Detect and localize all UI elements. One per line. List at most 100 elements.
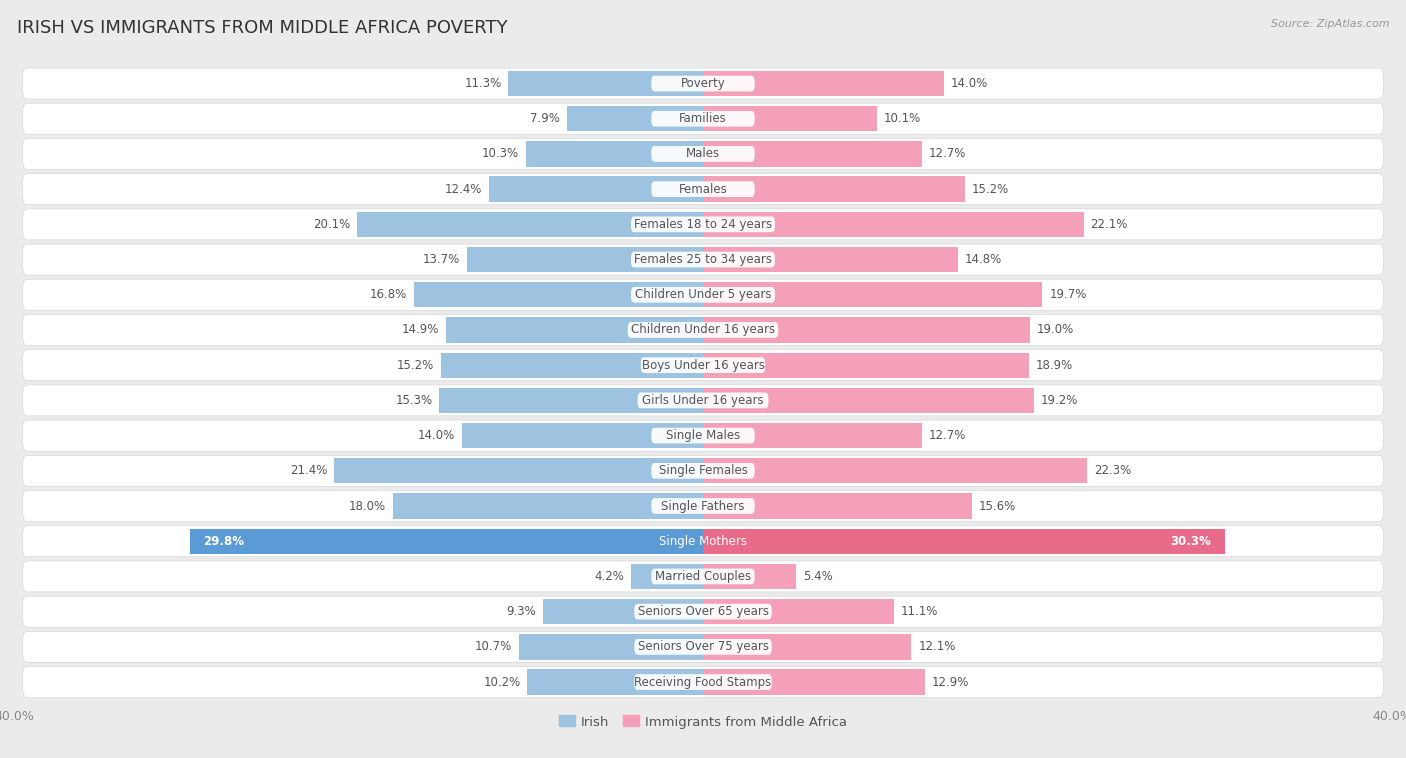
Text: 30.3%: 30.3% xyxy=(1170,534,1211,548)
Text: 9.3%: 9.3% xyxy=(506,605,536,618)
Bar xyxy=(703,634,911,659)
Bar xyxy=(631,564,703,589)
FancyBboxPatch shape xyxy=(627,322,779,338)
Bar xyxy=(461,423,703,448)
Text: Seniors Over 75 years: Seniors Over 75 years xyxy=(637,641,769,653)
Text: 21.4%: 21.4% xyxy=(290,465,328,478)
Text: 19.2%: 19.2% xyxy=(1040,394,1078,407)
FancyBboxPatch shape xyxy=(22,315,1384,346)
Bar xyxy=(467,247,703,272)
Text: 14.0%: 14.0% xyxy=(418,429,456,442)
FancyBboxPatch shape xyxy=(631,217,775,232)
Text: 11.1%: 11.1% xyxy=(901,605,938,618)
FancyBboxPatch shape xyxy=(22,174,1384,205)
Text: 12.9%: 12.9% xyxy=(932,675,970,688)
Bar xyxy=(703,564,796,589)
FancyBboxPatch shape xyxy=(651,76,755,92)
Bar xyxy=(703,493,972,518)
Text: 10.1%: 10.1% xyxy=(884,112,921,125)
Text: 20.1%: 20.1% xyxy=(312,218,350,231)
Text: 4.2%: 4.2% xyxy=(593,570,624,583)
Text: Receiving Food Stamps: Receiving Food Stamps xyxy=(634,675,772,688)
FancyBboxPatch shape xyxy=(634,674,772,690)
Bar xyxy=(543,599,703,625)
FancyBboxPatch shape xyxy=(651,568,755,584)
Bar xyxy=(190,528,703,554)
Text: 16.8%: 16.8% xyxy=(370,288,406,301)
Text: 15.2%: 15.2% xyxy=(396,359,434,371)
Bar xyxy=(567,106,703,131)
Text: 22.1%: 22.1% xyxy=(1091,218,1128,231)
Text: Single Mothers: Single Mothers xyxy=(659,534,747,548)
Text: Boys Under 16 years: Boys Under 16 years xyxy=(641,359,765,371)
FancyBboxPatch shape xyxy=(651,428,755,443)
FancyBboxPatch shape xyxy=(22,526,1384,556)
Bar xyxy=(392,493,703,518)
FancyBboxPatch shape xyxy=(651,181,755,197)
FancyBboxPatch shape xyxy=(22,596,1384,627)
Text: Females 25 to 34 years: Females 25 to 34 years xyxy=(634,253,772,266)
Text: 14.0%: 14.0% xyxy=(950,77,988,90)
Text: Single Fathers: Single Fathers xyxy=(661,500,745,512)
Text: 7.9%: 7.9% xyxy=(530,112,560,125)
Bar xyxy=(703,247,957,272)
Text: Seniors Over 65 years: Seniors Over 65 years xyxy=(637,605,769,618)
Text: Poverty: Poverty xyxy=(681,77,725,90)
Text: Children Under 16 years: Children Under 16 years xyxy=(631,324,775,337)
FancyBboxPatch shape xyxy=(22,103,1384,134)
Bar xyxy=(413,282,703,308)
Bar xyxy=(703,282,1042,308)
Text: Married Couples: Married Couples xyxy=(655,570,751,583)
Bar xyxy=(703,177,965,202)
Text: 15.6%: 15.6% xyxy=(979,500,1015,512)
FancyBboxPatch shape xyxy=(631,252,775,268)
Text: Females 18 to 24 years: Females 18 to 24 years xyxy=(634,218,772,231)
Text: 12.1%: 12.1% xyxy=(918,641,956,653)
Text: 19.0%: 19.0% xyxy=(1038,324,1074,337)
Text: Single Females: Single Females xyxy=(658,465,748,478)
Bar xyxy=(703,318,1031,343)
Text: 18.9%: 18.9% xyxy=(1035,359,1073,371)
FancyBboxPatch shape xyxy=(22,666,1384,697)
Text: Source: ZipAtlas.com: Source: ZipAtlas.com xyxy=(1271,19,1389,29)
FancyBboxPatch shape xyxy=(22,490,1384,522)
Text: 18.0%: 18.0% xyxy=(349,500,387,512)
Text: Males: Males xyxy=(686,148,720,161)
Bar xyxy=(703,106,877,131)
Text: 10.3%: 10.3% xyxy=(482,148,519,161)
Bar xyxy=(703,423,922,448)
Text: 19.7%: 19.7% xyxy=(1049,288,1087,301)
Text: 14.8%: 14.8% xyxy=(965,253,1002,266)
FancyBboxPatch shape xyxy=(22,139,1384,170)
Text: Families: Families xyxy=(679,112,727,125)
Bar xyxy=(441,352,703,377)
FancyBboxPatch shape xyxy=(637,393,769,409)
Text: 12.7%: 12.7% xyxy=(928,429,966,442)
Bar xyxy=(440,388,703,413)
Text: 14.9%: 14.9% xyxy=(402,324,440,337)
FancyBboxPatch shape xyxy=(651,498,755,514)
Text: 10.2%: 10.2% xyxy=(484,675,520,688)
Text: 10.7%: 10.7% xyxy=(475,641,512,653)
Text: Females: Females xyxy=(679,183,727,196)
Text: IRISH VS IMMIGRANTS FROM MIDDLE AFRICA POVERTY: IRISH VS IMMIGRANTS FROM MIDDLE AFRICA P… xyxy=(17,19,508,37)
FancyBboxPatch shape xyxy=(22,456,1384,487)
FancyBboxPatch shape xyxy=(22,420,1384,451)
Text: 15.2%: 15.2% xyxy=(972,183,1010,196)
Bar xyxy=(509,70,703,96)
Legend: Irish, Immigrants from Middle Africa: Irish, Immigrants from Middle Africa xyxy=(554,710,852,734)
Text: 11.3%: 11.3% xyxy=(464,77,502,90)
FancyBboxPatch shape xyxy=(634,639,772,655)
Bar xyxy=(703,599,894,625)
Bar xyxy=(357,211,703,237)
Text: 5.4%: 5.4% xyxy=(803,570,832,583)
Bar xyxy=(703,528,1225,554)
FancyBboxPatch shape xyxy=(22,68,1384,99)
Text: Girls Under 16 years: Girls Under 16 years xyxy=(643,394,763,407)
FancyBboxPatch shape xyxy=(631,287,775,302)
FancyBboxPatch shape xyxy=(634,604,772,619)
FancyBboxPatch shape xyxy=(22,209,1384,240)
Bar xyxy=(519,634,703,659)
FancyBboxPatch shape xyxy=(641,357,765,373)
FancyBboxPatch shape xyxy=(22,279,1384,310)
